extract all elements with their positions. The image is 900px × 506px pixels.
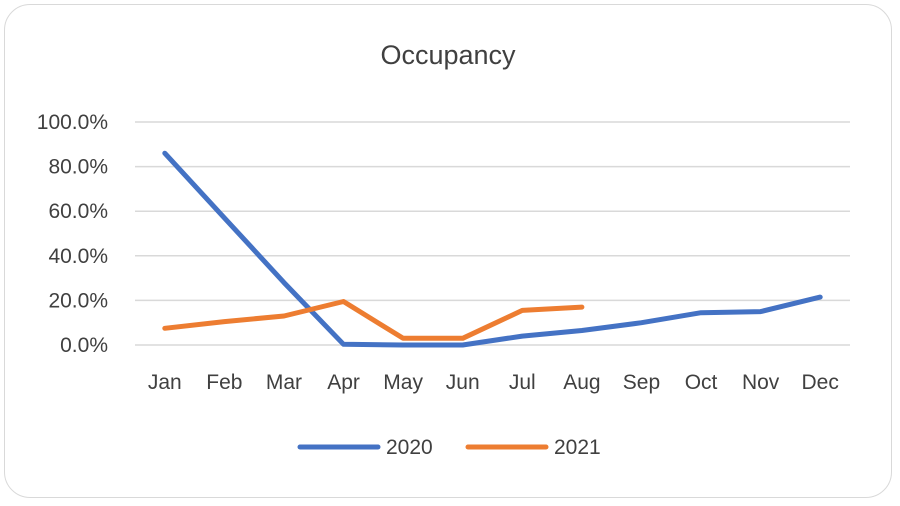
x-tick-label: Jul <box>509 371 536 394</box>
chart-card <box>4 4 892 498</box>
y-tick-label: 80.0% <box>48 156 108 179</box>
series-line-2021 <box>162 299 585 341</box>
x-tick-label: Sep <box>623 371 660 394</box>
y-tick-label: 20.0% <box>48 289 108 312</box>
series-lines <box>162 150 823 348</box>
chart-title: Occupancy <box>380 40 516 70</box>
legend: 2020 2021 <box>297 436 601 459</box>
x-axis-ticks: Jan Feb Mar Apr May Jun Jul Aug Sep Oct Nov Dec <box>148 371 839 394</box>
y-tick-label: 60.0% <box>48 200 108 223</box>
x-tick-label: Feb <box>206 371 242 394</box>
x-tick-label: Dec <box>802 371 839 394</box>
x-tick-label: Oct <box>685 371 718 394</box>
x-tick-label: Mar <box>266 371 302 394</box>
x-tick-label: Aug <box>563 371 600 394</box>
legend-label-2020: 2020 <box>386 436 433 459</box>
x-tick-label: Jun <box>446 371 480 394</box>
legend-label-2021: 2021 <box>554 436 601 459</box>
gridlines <box>135 121 850 346</box>
x-tick-label: Jan <box>148 371 182 394</box>
x-tick-label: Nov <box>742 371 780 394</box>
y-tick-label: 0.0% <box>60 334 108 357</box>
x-tick-label: Apr <box>327 371 360 394</box>
series-line-2020 <box>162 150 823 348</box>
x-tick-label: May <box>383 371 423 394</box>
y-tick-label: 40.0% <box>48 245 108 268</box>
y-tick-label: 100.0% <box>37 111 108 134</box>
y-axis-ticks: 0.0% 20.0% 40.0% 60.0% 80.0% 100.0% <box>37 111 108 357</box>
